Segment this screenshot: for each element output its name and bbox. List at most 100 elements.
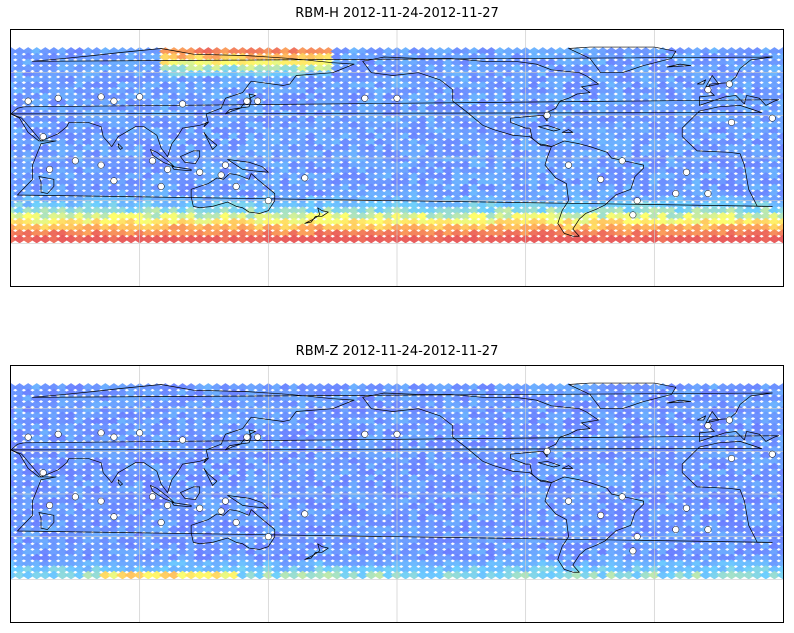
data-cell <box>116 234 129 244</box>
data-cell <box>339 149 352 158</box>
data-cell <box>339 172 352 181</box>
data-cell <box>682 217 696 227</box>
data-cell <box>339 223 352 232</box>
data-cell <box>527 183 541 193</box>
data-cell <box>502 229 515 238</box>
data-cell <box>424 394 438 403</box>
data-cell <box>30 69 44 79</box>
data-cell <box>459 155 473 164</box>
data-cell <box>399 183 413 193</box>
data-cell <box>733 394 747 403</box>
data-cell <box>493 115 507 124</box>
data-cell <box>450 172 464 181</box>
data-cell <box>73 132 87 141</box>
data-cell <box>613 126 627 136</box>
data-cell <box>296 206 310 215</box>
data-cell <box>716 200 730 210</box>
data-cell <box>622 428 636 438</box>
data-cell <box>587 64 601 73</box>
data-cell <box>287 428 301 438</box>
data-cell <box>167 434 181 443</box>
data-cell <box>407 109 421 119</box>
data-cell <box>193 109 207 119</box>
data-cell <box>270 388 284 398</box>
data-cell <box>424 160 438 170</box>
data-cell <box>407 212 421 221</box>
data-cell <box>442 212 455 221</box>
data-cell <box>64 405 78 415</box>
data-cell <box>613 223 627 232</box>
data-cell <box>502 183 515 193</box>
data-cell <box>176 411 189 421</box>
data-cell <box>707 115 721 124</box>
data-cell <box>21 212 35 221</box>
data-cell <box>296 234 310 244</box>
data-cell <box>210 400 224 409</box>
data-cell <box>90 383 104 392</box>
data-cell <box>725 206 738 215</box>
data-cell <box>587 223 601 232</box>
data-cell <box>630 69 644 79</box>
data-cell <box>124 411 138 421</box>
data-cell <box>347 217 361 227</box>
data-cell <box>339 166 352 176</box>
data-cell <box>605 428 618 438</box>
data-cell <box>356 132 370 141</box>
data-cell <box>493 75 507 85</box>
data-cell <box>742 206 756 215</box>
data-cell <box>98 383 112 392</box>
data-cell <box>476 394 490 403</box>
data-cell <box>544 138 558 147</box>
data-cell <box>579 155 593 164</box>
data-cell <box>459 189 473 198</box>
data-cell <box>56 177 69 187</box>
data-cell <box>690 132 704 141</box>
data-cell <box>287 143 301 153</box>
data-cell <box>158 383 172 392</box>
data-cell <box>321 223 335 232</box>
data-cell <box>381 115 395 124</box>
data-cell <box>167 428 181 438</box>
data-cell <box>30 217 44 227</box>
data-cell <box>442 229 455 238</box>
data-cell <box>21 132 35 141</box>
data-cell <box>716 394 730 403</box>
data-cell <box>313 109 327 119</box>
data-cell <box>596 52 610 62</box>
data-cell <box>56 434 69 443</box>
data-cell <box>467 172 481 181</box>
data-cell <box>725 143 738 153</box>
data-cell <box>467 417 481 426</box>
data-cell <box>279 428 292 438</box>
data-cell <box>673 439 687 449</box>
data-cell <box>13 132 27 141</box>
data-cell <box>227 47 241 56</box>
data-cell <box>98 115 112 124</box>
data-cell <box>13 434 27 443</box>
data-cell <box>13 405 27 415</box>
data-cell <box>639 69 653 79</box>
data-cell <box>141 177 155 187</box>
data-cell <box>579 143 593 153</box>
data-cell <box>270 149 284 158</box>
data-cell <box>236 400 250 409</box>
data-cell <box>167 155 181 164</box>
data-cell <box>304 138 318 147</box>
data-cell <box>776 109 783 119</box>
data-cell <box>742 47 756 56</box>
data-cell <box>690 411 704 421</box>
data-cell <box>399 138 413 147</box>
data-cell <box>613 115 627 124</box>
data-cell <box>707 138 721 147</box>
data-cell <box>47 217 61 227</box>
data-cell <box>236 86 250 96</box>
data-cell <box>570 138 584 147</box>
data-cell <box>141 92 155 102</box>
data-cell <box>707 58 721 67</box>
data-cell <box>150 217 164 227</box>
data-cell <box>321 422 335 432</box>
data-cell <box>158 138 172 147</box>
data-cell <box>399 229 413 238</box>
data-cell <box>287 234 301 244</box>
data-cell <box>467 81 481 90</box>
